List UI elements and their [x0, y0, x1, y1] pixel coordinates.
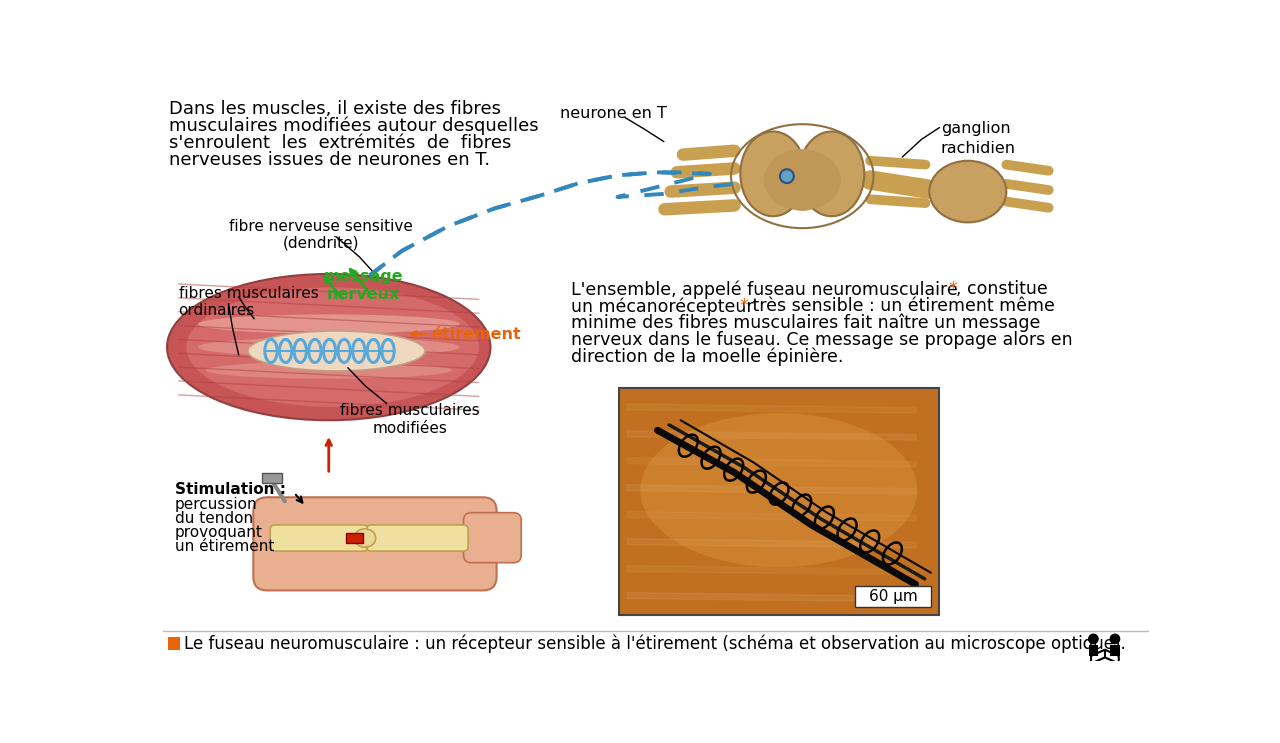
Bar: [855, 585, 931, 607]
Text: étirement: étirement: [431, 326, 521, 342]
Text: ganglion
rachidien: ganglion rachidien: [941, 122, 1016, 156]
Text: Le fuseau neuromusculaire : un récepteur sensible à l'étirement (schéma et obser: Le fuseau neuromusculaire : un récepteur…: [184, 635, 1125, 653]
Text: du tendon: du tendon: [175, 511, 253, 526]
Ellipse shape: [198, 337, 460, 357]
Text: Dans les muscles, il existe des fibres: Dans les muscles, il existe des fibres: [169, 100, 502, 118]
Text: musculaires modifiées autour desquelles: musculaires modifiées autour desquelles: [169, 117, 539, 135]
FancyBboxPatch shape: [366, 525, 468, 551]
Bar: [1089, 645, 1098, 656]
Ellipse shape: [1088, 634, 1098, 644]
Text: nerveux dans le fuseau. Ce message se propage alors en: nerveux dans le fuseau. Ce message se pr…: [571, 331, 1073, 349]
Bar: [620, 388, 938, 615]
Ellipse shape: [776, 149, 829, 211]
Text: message
nerveux: message nerveux: [324, 269, 403, 302]
Text: un étirement: un étirement: [175, 539, 274, 554]
Text: percussion: percussion: [175, 497, 257, 512]
Bar: [347, 533, 364, 543]
Ellipse shape: [168, 274, 490, 421]
Text: *: *: [739, 297, 748, 315]
Ellipse shape: [799, 132, 864, 216]
Text: neurone en T: neurone en T: [561, 106, 667, 121]
Text: 60 µm: 60 µm: [869, 589, 918, 604]
Ellipse shape: [198, 314, 460, 334]
Ellipse shape: [248, 331, 425, 371]
Ellipse shape: [740, 132, 806, 216]
Ellipse shape: [764, 149, 841, 211]
Bar: [1110, 645, 1120, 656]
Ellipse shape: [780, 169, 794, 183]
Text: fibre nerveuse sensitive
(dendrite): fibre nerveuse sensitive (dendrite): [229, 218, 413, 251]
Text: direction de la moelle épinière.: direction de la moelle épinière.: [571, 348, 844, 366]
Text: s'enroulent  les  extrémités  de  fibres: s'enroulent les extrémités de fibres: [169, 134, 512, 152]
Ellipse shape: [929, 160, 1006, 222]
Text: fibres musculaires
ordinaires: fibres musculaires ordinaires: [179, 285, 319, 318]
FancyBboxPatch shape: [270, 525, 369, 551]
FancyBboxPatch shape: [253, 497, 497, 591]
Text: fibres musculaires
modifiées: fibres musculaires modifiées: [339, 403, 480, 435]
Text: nerveuses issues de neurones en T.: nerveuses issues de neurones en T.: [169, 151, 490, 169]
Text: provoquant: provoquant: [175, 525, 262, 540]
Bar: [262, 473, 282, 484]
Ellipse shape: [206, 362, 452, 379]
Text: , constitue: , constitue: [956, 280, 1048, 298]
Bar: [168, 637, 180, 649]
Text: très sensible : un étirement même: très sensible : un étirement même: [746, 297, 1055, 315]
Ellipse shape: [187, 288, 479, 406]
Ellipse shape: [640, 413, 918, 567]
Text: *: *: [948, 280, 957, 298]
Text: Stimulation :: Stimulation :: [175, 482, 285, 497]
Text: un mécanorécepteur: un mécanorécepteur: [571, 297, 754, 316]
Text: minime des fibres musculaires fait naître un message: minime des fibres musculaires fait naîtr…: [571, 314, 1041, 333]
FancyBboxPatch shape: [463, 513, 521, 562]
Ellipse shape: [1110, 634, 1120, 644]
Ellipse shape: [355, 529, 376, 548]
Text: L'ensemble, appelé fuseau neuromusculaire: L'ensemble, appelé fuseau neuromusculair…: [571, 280, 957, 299]
